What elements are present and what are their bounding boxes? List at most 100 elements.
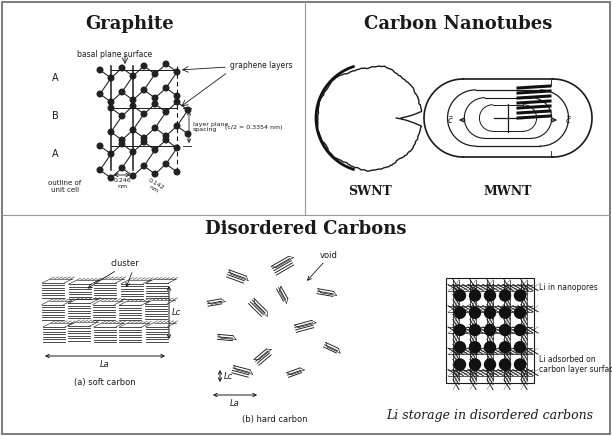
Circle shape — [174, 93, 180, 99]
Circle shape — [515, 359, 526, 370]
Text: MWNT: MWNT — [484, 185, 532, 198]
Circle shape — [185, 107, 191, 113]
Text: void: void — [320, 251, 338, 260]
Circle shape — [163, 161, 169, 167]
Circle shape — [499, 307, 510, 318]
Circle shape — [485, 290, 496, 301]
Circle shape — [108, 129, 114, 135]
Circle shape — [152, 101, 158, 107]
Text: SWNT: SWNT — [348, 185, 392, 198]
Text: Lc: Lc — [224, 371, 233, 381]
Circle shape — [174, 123, 180, 129]
Circle shape — [108, 151, 114, 157]
Circle shape — [163, 85, 169, 91]
Circle shape — [119, 165, 125, 171]
Circle shape — [485, 324, 496, 335]
Text: (c/2 = 0.3354 nm): (c/2 = 0.3354 nm) — [225, 125, 283, 129]
Text: cluster: cluster — [111, 259, 140, 268]
Circle shape — [469, 290, 480, 301]
Circle shape — [108, 99, 114, 105]
Circle shape — [108, 105, 114, 111]
Text: Li adsorbed on
carbon layer surfaces: Li adsorbed on carbon layer surfaces — [539, 355, 612, 374]
Text: B: B — [51, 111, 58, 121]
Circle shape — [130, 127, 136, 133]
Circle shape — [119, 141, 125, 147]
Text: A: A — [51, 149, 58, 159]
Text: 0.142
nm: 0.142 nm — [144, 178, 165, 196]
Circle shape — [515, 307, 526, 318]
Text: Disordered Carbons: Disordered Carbons — [205, 220, 407, 238]
Circle shape — [174, 169, 180, 175]
Circle shape — [141, 111, 147, 117]
Circle shape — [163, 137, 169, 143]
Circle shape — [152, 71, 158, 77]
Circle shape — [130, 103, 136, 109]
Circle shape — [130, 173, 136, 179]
Circle shape — [174, 145, 180, 151]
Circle shape — [469, 307, 480, 318]
Circle shape — [119, 89, 125, 95]
Circle shape — [141, 135, 147, 141]
Circle shape — [499, 359, 510, 370]
Circle shape — [174, 99, 180, 105]
Text: Lc: Lc — [172, 308, 181, 317]
Text: (b) hard carbon: (b) hard carbon — [242, 415, 308, 424]
Circle shape — [97, 91, 103, 97]
Circle shape — [455, 307, 466, 318]
Circle shape — [174, 69, 180, 75]
Circle shape — [141, 87, 147, 93]
Circle shape — [152, 147, 158, 153]
Circle shape — [469, 359, 480, 370]
Circle shape — [485, 307, 496, 318]
Circle shape — [141, 163, 147, 169]
Circle shape — [485, 359, 496, 370]
Text: Graphite: Graphite — [86, 15, 174, 33]
Circle shape — [152, 125, 158, 131]
Text: layer plane
spacing: layer plane spacing — [193, 122, 228, 133]
Text: La: La — [230, 399, 240, 408]
Circle shape — [163, 109, 169, 115]
Text: basal plane surface: basal plane surface — [78, 50, 152, 59]
Circle shape — [119, 113, 125, 119]
Circle shape — [499, 290, 510, 301]
Circle shape — [515, 324, 526, 335]
Circle shape — [141, 63, 147, 69]
Circle shape — [515, 342, 526, 353]
Circle shape — [455, 359, 466, 370]
Text: Li in nanopores: Li in nanopores — [539, 283, 598, 292]
Circle shape — [130, 149, 136, 155]
Circle shape — [130, 97, 136, 103]
Circle shape — [455, 290, 466, 301]
Circle shape — [455, 342, 466, 353]
Circle shape — [163, 133, 169, 139]
Text: Carbon Nanotubes: Carbon Nanotubes — [364, 15, 552, 33]
Circle shape — [499, 324, 510, 335]
Circle shape — [485, 342, 496, 353]
Text: A: A — [51, 73, 58, 83]
Circle shape — [97, 143, 103, 149]
Circle shape — [499, 342, 510, 353]
Circle shape — [119, 137, 125, 143]
Circle shape — [141, 139, 147, 145]
Circle shape — [108, 75, 114, 81]
Circle shape — [455, 324, 466, 335]
Circle shape — [515, 290, 526, 301]
Text: $\vec{c}$: $\vec{c}$ — [447, 114, 453, 126]
Text: 0.246
nm: 0.246 nm — [113, 178, 131, 189]
Circle shape — [469, 342, 480, 353]
Circle shape — [108, 175, 114, 181]
Circle shape — [130, 73, 136, 79]
Circle shape — [469, 324, 480, 335]
Text: (a) soft carbon: (a) soft carbon — [74, 378, 136, 387]
Text: $\vec{c}$: $\vec{c}$ — [564, 114, 572, 126]
Circle shape — [152, 171, 158, 177]
Circle shape — [119, 65, 125, 71]
Text: outline of
unit cell: outline of unit cell — [48, 180, 81, 193]
Bar — [446, 277, 534, 382]
Text: graphene layers: graphene layers — [230, 61, 293, 69]
Circle shape — [163, 61, 169, 67]
Circle shape — [152, 95, 158, 101]
Text: Li storage in disordered carbons: Li storage in disordered carbons — [387, 409, 594, 422]
Text: La: La — [100, 360, 110, 369]
Circle shape — [97, 167, 103, 173]
